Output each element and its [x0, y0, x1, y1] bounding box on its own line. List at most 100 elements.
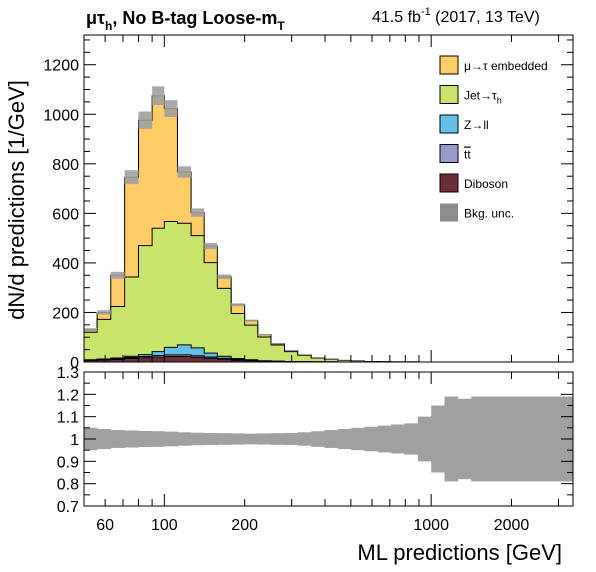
main-y-axis: 0 200 400 600 800 1000 1200 [43, 39, 573, 372]
ratio-y-tick-label: 0.8 [57, 477, 79, 494]
ratio-unc-bin [497, 396, 512, 482]
x-tick-label: 100 [151, 517, 178, 534]
ratio-unc-bin [270, 433, 285, 445]
ratio-unc-bin [297, 432, 312, 446]
unc-bin [124, 170, 139, 185]
stacked-histogram [83, 95, 573, 363]
x-tick-label: 200 [231, 517, 258, 534]
ratio-unc-bin [204, 432, 218, 446]
unc-bin [110, 271, 125, 279]
unc-bin [97, 310, 111, 315]
unc-bin [284, 350, 298, 352]
ratio-unc-bin [97, 428, 112, 450]
ratio-unc-bin [324, 430, 339, 448]
ratio-y-tick-label: 1.2 [57, 387, 79, 404]
ratio-unc-bin [244, 433, 259, 445]
ratio-unc-bin [311, 431, 325, 447]
legend-swatch-jet_tau [439, 85, 459, 104]
unc-bin [177, 166, 192, 178]
ratio-y-tick-label: 1.3 [57, 365, 79, 382]
ratio-unc-bin [351, 427, 365, 451]
channel-title: μτh, No B-tag Loose-mT [86, 8, 285, 33]
y-tick-label: 1000 [43, 107, 79, 124]
legend-swatch-diboson [439, 173, 459, 193]
ratio-unc-bin [404, 423, 419, 455]
main-x-ticks [83, 35, 559, 362]
y-tick-label: 800 [52, 157, 79, 174]
legend-label: Z→ll [464, 118, 489, 132]
unc-bin [270, 343, 285, 345]
luminosity-label: 41.5 fb-1 (2017, 13 TeV) [372, 6, 540, 26]
unc-bin [164, 100, 178, 117]
ratio-unc-bin [177, 432, 192, 446]
unc-bin [311, 357, 325, 359]
y-axis-title: dN/d predictions [1/GeV] [4, 80, 29, 320]
unc-bin [297, 354, 312, 356]
ratio-unc-bin [110, 430, 125, 448]
unc-bin [324, 359, 338, 360]
x-tick-label: 1000 [413, 517, 449, 534]
uncertainty-band [84, 86, 392, 363]
ratio-unc-bin [457, 398, 472, 480]
ratio-y-tick-label: 1.1 [57, 410, 79, 427]
unc-bin [231, 303, 245, 307]
ratio-unc-bin [471, 396, 485, 482]
unc-bin [204, 242, 218, 250]
unc-bin [257, 334, 271, 336]
ratio-unc-bin [284, 432, 298, 446]
y-tick-label: 200 [52, 305, 79, 322]
legend-label: Diboson [464, 177, 508, 191]
ratio-unc-bin [484, 396, 499, 482]
ratio-y-tick-label: 1 [70, 432, 79, 449]
x-axis: 60 100 200 1000 2000 [83, 372, 559, 534]
y-tick-label: 0 [70, 355, 79, 372]
ratio-unc-bin [391, 424, 405, 454]
y-tick-label: 600 [52, 206, 79, 223]
ratio-unc-bin [124, 430, 139, 448]
ratio-unc-bin [337, 428, 352, 450]
ratio-unc-bin [364, 426, 379, 452]
legend-swatch-embedded [439, 55, 459, 75]
unc-bin [217, 274, 232, 279]
legend-swatch-zll [439, 114, 459, 134]
ratio-unc-bin [431, 405, 445, 473]
legend-label: tt [464, 148, 471, 162]
ratio-unc-bin [231, 433, 245, 445]
ratio-unc-bin [511, 396, 525, 482]
series-jet_tau [83, 221, 573, 363]
legend: μ→τ embedded Jet→τh Z→ll tt Diboson Bkg. unc. [439, 55, 548, 222]
unc-bin [351, 360, 365, 362]
legend-swatch-unc_legend [440, 203, 458, 222]
ratio-unc-bin [537, 396, 552, 482]
unc-bin [337, 360, 352, 361]
x-tick-label: 60 [96, 517, 114, 534]
ratio-unc-bin [417, 416, 432, 462]
unc-bin [191, 208, 205, 217]
ratio-y-tick-label: 0.7 [57, 499, 79, 516]
ratio-unc-bin [164, 431, 178, 447]
legend-label: μ→τ embedded [464, 59, 548, 73]
ratio-unc-bin [152, 431, 165, 447]
unc-bin [244, 319, 258, 322]
x-tick-label: 2000 [494, 517, 530, 534]
ratio-unc-bin [138, 430, 153, 448]
ratio-unc-bin [524, 396, 539, 482]
ratio-unc-bin [377, 425, 392, 453]
legend-swatch-ttbar [439, 144, 459, 163]
unc-bin [152, 86, 165, 106]
y-tick-label: 400 [52, 256, 79, 273]
legend-label: Bkg. unc. [464, 207, 514, 221]
ratio-unc-bin [444, 396, 459, 482]
ratio-uncertainty-band [84, 396, 574, 482]
unc-bin [138, 111, 153, 129]
ratio-unc-bin [191, 432, 205, 446]
ratio-y-tick-label: 0.9 [57, 454, 79, 471]
ratio-y-axis: 0.7 0.8 0.9 1 1.1 1.2 1.3 [57, 365, 573, 516]
main-frame [83, 34, 574, 363]
y-tick-label: 1200 [43, 58, 79, 75]
x-axis-title: ML predictions [GeV] [357, 540, 562, 565]
ratio-unc-bin [217, 433, 232, 445]
legend-label: Jet→τh [464, 89, 502, 106]
ratio-unc-bin [257, 433, 272, 445]
